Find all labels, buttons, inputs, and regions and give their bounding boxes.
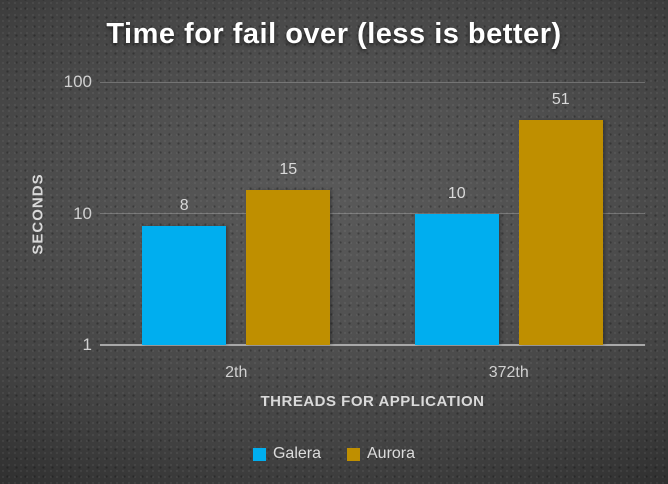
y-tick-label-100: 100 [63, 72, 92, 91]
bar-aurora-2th [246, 190, 331, 345]
bar-aurora-372th [518, 120, 603, 345]
plot-area: 1 10 100 2th 8 15 372th 10 51 [64, 72, 645, 381]
legend-item-aurora: Aurora [347, 445, 415, 463]
legend: Galera Aurora [0, 443, 668, 465]
gridline-10 [100, 213, 645, 214]
legend-label-galera: Galera [272, 445, 321, 462]
legend-label-aurora: Aurora [367, 445, 416, 462]
value-label-galera-372th: 10 [447, 184, 466, 202]
bar-galera-2th [142, 226, 227, 345]
y-tick-label-10: 10 [73, 203, 92, 223]
x-axis-line [100, 344, 645, 346]
value-label-aurora-372th: 51 [551, 91, 570, 109]
value-label-galera-2th: 8 [179, 197, 189, 215]
legend-swatch-aurora [347, 447, 360, 461]
bar-galera-372th [414, 213, 499, 345]
category-label-2th: 2th [225, 364, 248, 381]
legend-item-galera: Galera [252, 445, 321, 463]
x-axis-title: THREADS FOR APPLICATION [260, 393, 485, 410]
chart-title: Time for fail over (less is better) [106, 18, 562, 50]
y-tick-label-1: 1 [82, 335, 92, 354]
value-label-aurora-2th: 15 [279, 161, 298, 179]
gridline-100 [100, 81, 645, 83]
legend-swatch-galera [252, 447, 266, 461]
category-label-372th: 372th [488, 364, 529, 381]
